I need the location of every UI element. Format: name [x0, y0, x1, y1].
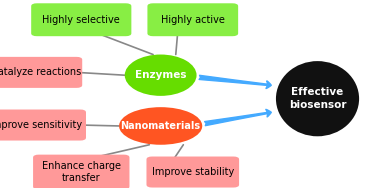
FancyBboxPatch shape [33, 155, 129, 188]
Text: Enzymes: Enzymes [135, 70, 186, 80]
Text: Highly selective: Highly selective [42, 15, 120, 25]
FancyBboxPatch shape [0, 109, 86, 141]
FancyBboxPatch shape [146, 156, 239, 188]
Text: Nanomaterials: Nanomaterials [121, 121, 201, 131]
Text: Catalyze reactions: Catalyze reactions [0, 67, 81, 77]
Text: Improve sensitivity: Improve sensitivity [0, 120, 82, 130]
Text: Effective
biosensor: Effective biosensor [289, 87, 346, 110]
Text: Enhance charge
transfer: Enhance charge transfer [42, 161, 121, 183]
Ellipse shape [125, 55, 197, 96]
Text: Improve stability: Improve stability [152, 167, 234, 177]
Ellipse shape [119, 107, 202, 145]
Text: Highly active: Highly active [161, 15, 225, 25]
FancyBboxPatch shape [31, 3, 132, 36]
Ellipse shape [276, 61, 359, 136]
FancyBboxPatch shape [0, 57, 82, 88]
FancyBboxPatch shape [147, 3, 238, 36]
